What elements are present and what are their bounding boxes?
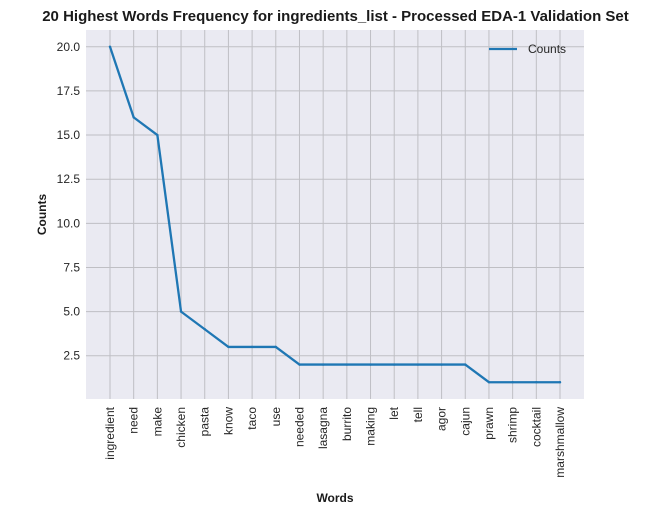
y-tick-label: 15.0 bbox=[57, 128, 81, 142]
data-point bbox=[416, 363, 420, 366]
y-tick-label: 17.5 bbox=[57, 84, 81, 98]
x-tick-label: know bbox=[221, 407, 235, 435]
data-point bbox=[464, 363, 467, 366]
data-point bbox=[179, 310, 183, 313]
x-tick-label: needed bbox=[292, 407, 306, 447]
x-tick-label: make bbox=[150, 407, 164, 437]
y-tick-label: 5.0 bbox=[63, 305, 80, 319]
y-tick-label: 7.5 bbox=[63, 260, 80, 274]
x-tick-label: need bbox=[127, 407, 141, 434]
x-tick-label: shrimp bbox=[506, 407, 520, 443]
data-point bbox=[369, 363, 372, 366]
data-point bbox=[558, 381, 562, 384]
data-point bbox=[108, 45, 112, 48]
plot-area bbox=[86, 30, 584, 399]
x-tick-label: marshmallow bbox=[553, 407, 567, 478]
x-tick-label: burrito bbox=[340, 407, 354, 441]
x-tick-label: let bbox=[387, 406, 401, 419]
data-point bbox=[250, 345, 254, 349]
x-tick-label: cocktail bbox=[529, 407, 543, 447]
legend-label-counts: Counts bbox=[528, 42, 566, 56]
data-point bbox=[511, 381, 514, 384]
vertical-gridlines bbox=[109, 30, 561, 399]
y-tick-label: 10.0 bbox=[57, 216, 81, 230]
x-tick-label: use bbox=[269, 407, 283, 427]
data-point bbox=[440, 363, 443, 366]
x-tick-label: pasta bbox=[198, 407, 212, 437]
x-tick-label: cajun bbox=[458, 407, 472, 436]
data-point bbox=[227, 345, 230, 349]
series-line-counts bbox=[108, 45, 562, 384]
x-tick-label: prawn bbox=[482, 407, 496, 440]
data-point bbox=[298, 363, 301, 366]
series-points bbox=[108, 45, 562, 384]
data-point bbox=[345, 363, 349, 366]
y-tick-label: 20.0 bbox=[57, 40, 81, 54]
data-point bbox=[487, 381, 491, 384]
data-point bbox=[156, 133, 159, 137]
data-point bbox=[535, 381, 538, 384]
x-tick-label: lasagna bbox=[316, 407, 330, 449]
legend: Counts bbox=[489, 42, 566, 56]
data-point bbox=[274, 345, 277, 349]
x-tick-label: chicken bbox=[174, 407, 188, 448]
x-tick-label: tell bbox=[411, 407, 425, 422]
y-tick-label: 2.5 bbox=[63, 349, 80, 363]
x-tick-label: ingredient bbox=[103, 406, 117, 459]
chart-title: 20 Highest Words Frequency for ingredien… bbox=[42, 8, 629, 25]
data-point bbox=[132, 116, 135, 119]
data-point bbox=[203, 328, 206, 331]
x-tick-labels: ingredient need make chicken pasta know taco us… bbox=[103, 406, 567, 477]
y-axis-label: Counts bbox=[35, 194, 49, 236]
data-point bbox=[321, 363, 325, 366]
y-tick-labels: 2.5 5.0 7.5 10.0 12.5 15.0 17.5 20.0 bbox=[57, 40, 81, 363]
y-tick-label: 12.5 bbox=[57, 172, 81, 186]
x-tick-label: taco bbox=[245, 407, 259, 430]
data-point bbox=[393, 363, 396, 366]
x-tick-label: agor bbox=[435, 407, 449, 431]
x-tick-label: making bbox=[364, 407, 378, 446]
x-axis-label: Words bbox=[316, 491, 353, 505]
